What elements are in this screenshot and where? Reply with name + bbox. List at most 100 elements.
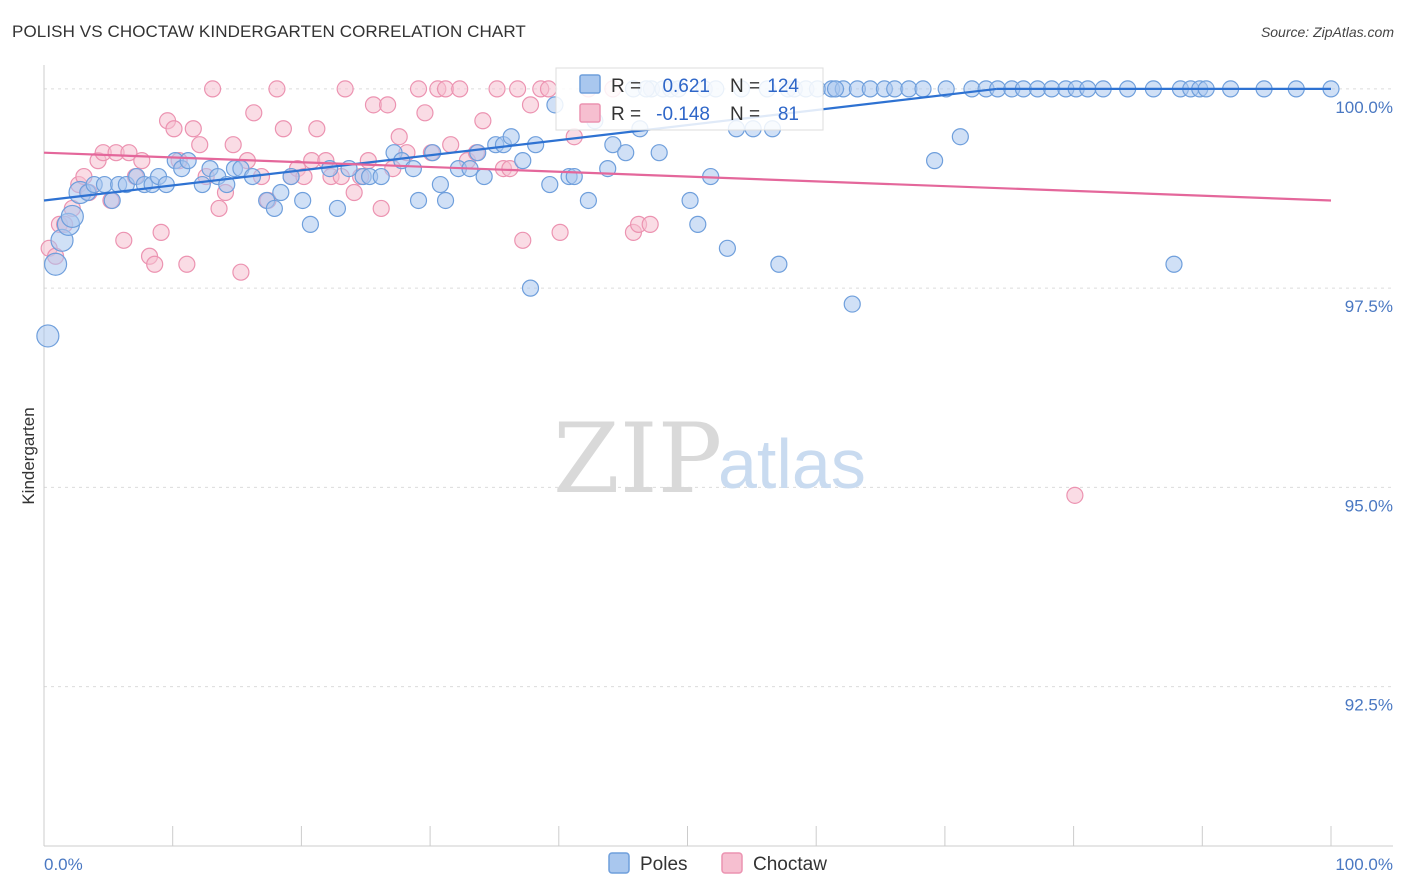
source-label: Source: ZipAtlas.com: [1260, 24, 1394, 40]
choctaw-point: [416, 104, 434, 122]
choctaw-point: [203, 80, 222, 98]
poles-point: [617, 144, 635, 162]
choctaw-point: [379, 96, 397, 114]
watermark-atlas: atlas: [718, 425, 866, 503]
poles-point: [718, 239, 736, 257]
poles-point: [436, 191, 455, 210]
stats-swatch-choctaw: [579, 103, 601, 123]
tick-labels: 0.0% 100.0% 100.0% 97.5% 95.0% 92.5%: [44, 98, 1393, 874]
choctaw-point: [165, 120, 183, 138]
y-tick-label: 100.0%: [1335, 98, 1393, 117]
choctaw-point: [521, 96, 540, 114]
legend-swatch-choctaw: [721, 852, 743, 874]
poles-point: [43, 252, 68, 276]
choctaw-point: [451, 80, 469, 98]
poles-point: [431, 175, 449, 194]
poles-point: [826, 80, 845, 98]
poles-point: [265, 199, 283, 218]
choctaw-point: [442, 136, 460, 154]
poles-point: [937, 80, 955, 98]
y-tick-label: 92.5%: [1345, 696, 1393, 715]
chart-title: POLISH VS CHOCTAW KINDERGARTEN CORRELATI…: [12, 22, 526, 41]
poles-point: [372, 167, 390, 186]
stats-r-value-poles: 0.621: [662, 76, 710, 97]
stats-r-label-choctaw: R =: [611, 104, 641, 125]
choctaw-point: [359, 152, 377, 170]
poles-point: [328, 199, 347, 218]
poles-point: [424, 144, 442, 162]
poles-point: [1165, 255, 1183, 273]
choctaw-point: [184, 120, 202, 138]
axis-layer: [43, 65, 1393, 847]
y-tick-label: 97.5%: [1345, 297, 1393, 316]
poles-point: [502, 128, 520, 146]
poles-point: [527, 136, 545, 154]
poles-point: [689, 215, 707, 233]
choctaw-point: [224, 136, 242, 154]
choctaw-point: [146, 255, 164, 273]
poles-point: [272, 183, 290, 202]
poles-point: [681, 191, 699, 210]
stats-n-label-choctaw: N =: [730, 104, 760, 125]
poles-point: [951, 128, 969, 146]
choctaw-point: [345, 183, 363, 202]
poles-point: [843, 295, 861, 313]
poles-point: [514, 152, 532, 170]
choctaw-point: [115, 231, 133, 249]
poles-point: [193, 175, 211, 194]
choctaw-point: [1066, 486, 1084, 504]
choctaw-point: [514, 231, 532, 249]
poles-point: [521, 279, 540, 297]
choctaw-point: [210, 199, 228, 218]
poles-point: [541, 175, 559, 194]
stats-box: R = 0.621 N = 124 R = -0.148 N = 81: [555, 67, 824, 131]
stats-swatch-poles: [579, 74, 601, 94]
y-tick-label: 95.0%: [1345, 496, 1393, 515]
choctaw-point: [551, 223, 569, 241]
x-tick-label-max: 100.0%: [1335, 855, 1393, 874]
poles-point: [926, 152, 944, 170]
choctaw-point: [372, 199, 390, 218]
x-tick-label-min: 0.0%: [44, 855, 83, 874]
legend: Poles Choctaw: [608, 852, 827, 875]
choctaw-point: [232, 263, 250, 281]
poles-point: [475, 167, 493, 186]
legend-label-choctaw: Choctaw: [753, 854, 827, 875]
poles-point: [604, 136, 622, 154]
stats-n-value-poles: 124: [767, 76, 799, 97]
stats-r-value-choctaw: -0.148: [656, 104, 710, 125]
poles-point: [650, 144, 668, 162]
trend-lines: [43, 87, 1332, 202]
poles-point: [914, 80, 932, 98]
choctaw-point: [191, 136, 209, 154]
poles-point: [36, 324, 60, 348]
poles-trend-line: [43, 87, 997, 202]
choctaw-point: [274, 120, 292, 138]
stats-r-label-poles: R =: [611, 76, 641, 97]
choctaw-point: [178, 255, 196, 273]
legend-label-poles: Poles: [640, 854, 688, 875]
watermark: ZIP atlas: [553, 403, 866, 515]
poles-point: [179, 152, 197, 170]
choctaw-trend-line: [43, 151, 1332, 202]
choctaw-point: [509, 80, 527, 98]
legend-swatch-poles: [608, 852, 630, 874]
y-axis-label: Kindergarten: [19, 407, 38, 504]
choctaw-point: [245, 104, 263, 122]
poles-point: [469, 144, 487, 162]
choctaw-point: [474, 112, 492, 130]
stats-n-label-poles: N =: [730, 76, 760, 97]
poles-point: [770, 255, 788, 273]
choctaw-point: [308, 120, 326, 138]
choctaw-point: [152, 223, 170, 241]
poles-point: [409, 191, 428, 210]
stats-n-value-choctaw: 81: [778, 104, 799, 125]
choctaw-point: [409, 80, 428, 98]
poles-point: [60, 204, 84, 229]
choctaw-point: [641, 215, 659, 233]
choctaw-point: [488, 80, 506, 98]
choctaw-point: [539, 80, 558, 98]
poles-point: [294, 191, 312, 210]
choctaw-point: [390, 128, 408, 146]
